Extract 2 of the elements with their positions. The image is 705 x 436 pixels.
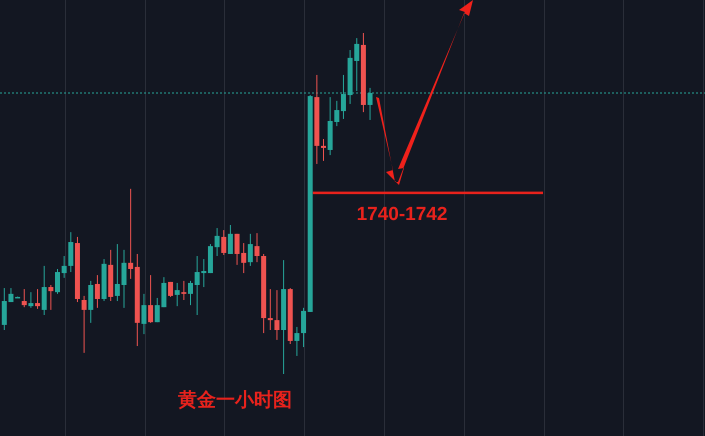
text: 黄金一小时图 bbox=[177, 389, 292, 411]
annotation: 1740-1742 bbox=[356, 204, 448, 225]
